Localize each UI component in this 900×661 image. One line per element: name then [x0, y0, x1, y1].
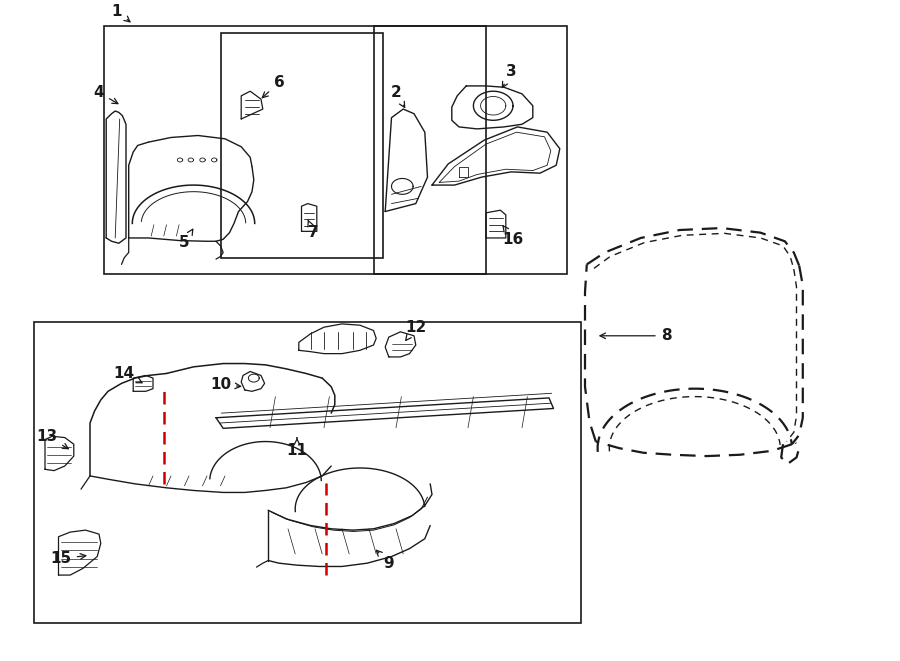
Text: 5: 5: [179, 229, 193, 250]
Text: 4: 4: [94, 85, 118, 104]
Text: 13: 13: [36, 429, 68, 449]
Bar: [220, 33, 382, 258]
Text: 15: 15: [50, 551, 86, 566]
Text: 9: 9: [376, 551, 394, 570]
Text: 7: 7: [308, 220, 319, 240]
Bar: [34, 322, 581, 623]
Text: 11: 11: [286, 438, 308, 458]
Text: 3: 3: [502, 64, 517, 87]
Bar: [374, 26, 567, 274]
Bar: [104, 26, 486, 274]
Text: 16: 16: [502, 226, 524, 247]
Text: 1: 1: [112, 4, 130, 22]
Text: 14: 14: [113, 366, 142, 383]
Text: 12: 12: [405, 320, 427, 340]
Text: 10: 10: [210, 377, 240, 392]
Text: 8: 8: [600, 329, 671, 343]
Text: 6: 6: [262, 75, 284, 98]
Text: 2: 2: [391, 85, 405, 108]
